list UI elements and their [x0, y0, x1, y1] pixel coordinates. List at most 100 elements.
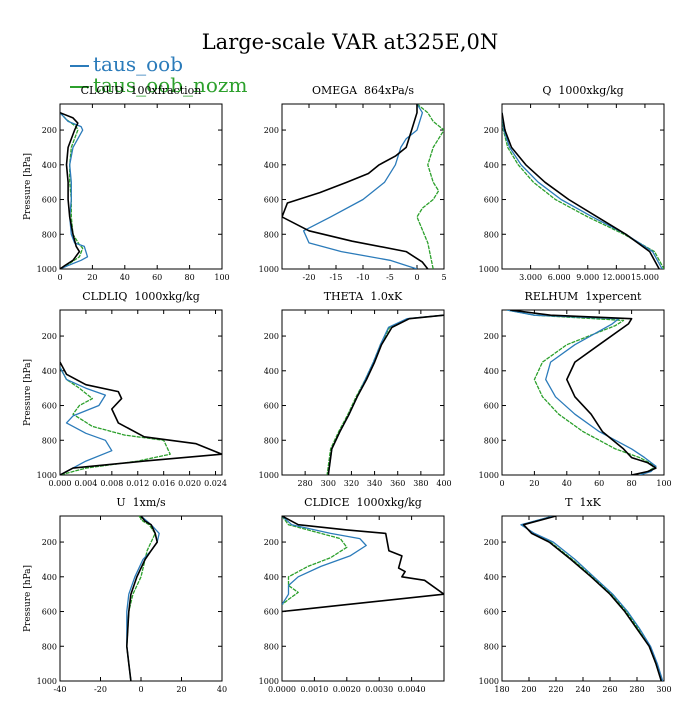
y-tick-label: 600 [484, 196, 499, 205]
panel-5: THETA 1.0xK 200 400 600 800 1000 280 300 320 340 3… [222, 290, 452, 499]
y-tick-label: 400 [42, 573, 57, 582]
figure-title: Large-scale VAR at325E,0N [201, 30, 499, 54]
y-tick-label: 800 [484, 642, 499, 651]
panel-plot: 200 400 600 800 1000-40 -20 0 20 40 Pressure [hPa… [23, 515, 227, 694]
y-tick-label: 1000 [259, 265, 279, 274]
x-tick-label: 80 [627, 479, 637, 488]
y-tick-label: 600 [264, 608, 279, 617]
y-tick-label: 400 [264, 367, 279, 376]
x-tick-label: 0.0040 [398, 685, 426, 694]
x-tick-label: 3.000 [519, 273, 542, 282]
x-tick-label: 6.000 [548, 273, 571, 282]
y-tick-label: 600 [42, 196, 57, 205]
series-line-taus-oob [502, 112, 663, 269]
x-tick-label: 0.000 [49, 479, 72, 488]
y-axis-label: Pressure [hPa] [23, 153, 33, 220]
x-tick-label: 0.012 [126, 479, 149, 488]
y-tick-label: 200 [484, 126, 499, 135]
series-line-black [60, 111, 81, 269]
legend-line-taus-oob [70, 64, 89, 67]
x-tick-label: 0.004 [74, 479, 97, 488]
y-tick-label: 400 [484, 573, 499, 582]
y-tick-label: 400 [264, 573, 279, 582]
plot-frame [59, 515, 223, 682]
x-tick-label: 0.020 [178, 479, 201, 488]
panel-title: Q 1000xkg/kg [542, 84, 624, 97]
x-tick-label: 20 [176, 685, 186, 694]
series-line-black [509, 310, 657, 475]
x-tick-label: -40 [54, 685, 67, 694]
series-line-black [502, 112, 660, 269]
x-tick-label: 15.000 [631, 273, 659, 282]
x-tick-label: 20 [529, 479, 539, 488]
x-tick-label: 0.024 [204, 479, 227, 488]
panel-2: OMEGA 864xPa/s 200 400 600 800 1000 -20 -15 -10 -… [222, 84, 447, 293]
plot-frame [59, 103, 223, 270]
legend-label-taus-oob-nozm: taus_oob_nozm [93, 73, 248, 97]
series-line-taus-oob [506, 310, 657, 475]
y-tick-label: 800 [42, 642, 57, 651]
x-tick-label: 180 [494, 685, 509, 694]
x-tick-label: 400 [436, 479, 451, 488]
x-tick-label: 80 [185, 273, 195, 282]
y-tick-label: 400 [484, 161, 499, 170]
y-tick-label: 800 [484, 230, 499, 239]
y-tick-label: 800 [264, 642, 279, 651]
series-line-taus-oob [60, 366, 113, 475]
panel-9: T 1xK 200 400 600 800 1000 180 200 220 240 260 280 3… [442, 496, 672, 705]
x-tick-label: 9.000 [576, 273, 599, 282]
x-tick-label: 0.016 [152, 479, 175, 488]
y-tick-label: 1000 [479, 265, 499, 274]
panel-title: CLOUD 100xfraction [80, 84, 202, 97]
x-tick-label: -20 [94, 685, 107, 694]
x-tick-label: -5 [386, 273, 394, 282]
series-line-black [126, 516, 158, 681]
x-tick-label: 40 [217, 685, 227, 694]
series-line-taus-oob [282, 516, 367, 605]
x-tick-label: 0.0010 [300, 685, 328, 694]
x-tick-label: 360 [390, 479, 405, 488]
x-tick-label: 280 [298, 479, 313, 488]
x-tick-label: -10 [357, 273, 370, 282]
series-line-taus-oob-nozm [506, 310, 657, 475]
y-tick-label: 1000 [479, 677, 499, 686]
series-line-black [282, 516, 444, 613]
panel-plot: 200 400 600 800 1000 280 300 320 340 360 380 400 [259, 309, 452, 488]
panel-3: Q 1000xkg/kg 200 400 600 800 1000 3.000 6.000 9.… [442, 84, 665, 293]
x-tick-label: 0.0020 [333, 685, 361, 694]
y-tick-label: 200 [264, 538, 279, 547]
legend-entry-taus-oob-nozm: taus_oob_nozm [70, 73, 247, 97]
x-tick-label: 0.008 [100, 479, 123, 488]
panel-plot: 200 400 600 800 1000 -20 -15 -10 -5 0 5 [259, 103, 447, 282]
plot-frame [501, 103, 665, 270]
y-tick-label: 1000 [37, 677, 57, 686]
y-tick-label: 400 [42, 161, 57, 170]
series-line-taus-oob [60, 112, 89, 269]
x-tick-label: 260 [602, 685, 617, 694]
y-tick-label: 600 [42, 608, 57, 617]
panel-8: CLDICE 1000xkg/kg 200 400 600 800 1000 0.0000 0… [222, 496, 445, 705]
plot-frame [281, 309, 445, 476]
x-tick-label: 0 [414, 273, 419, 282]
x-tick-label: 5 [441, 273, 446, 282]
x-tick-label: 320 [344, 479, 359, 488]
legend-label-taus-oob: taus_oob [93, 52, 183, 76]
x-tick-label: 40 [120, 273, 130, 282]
panel-title: THETA 1.0xK [323, 290, 403, 303]
panel-title: U 1xm/s [116, 496, 166, 509]
legend-entry-taus-oob: taus_oob [70, 52, 183, 76]
panel-1: CLOUD 100xfraction 200 400 600 800 1000 0 20 40 6… [0, 84, 230, 293]
y-tick-label: 600 [484, 608, 499, 617]
x-tick-label: 20 [87, 273, 97, 282]
series-line-taus-oob [520, 516, 664, 681]
y-tick-label: 600 [264, 402, 279, 411]
y-tick-label: 600 [264, 196, 279, 205]
series-line-taus-oob-nozm [502, 112, 664, 269]
y-tick-label: 1000 [479, 471, 499, 480]
y-tick-label: 400 [42, 367, 57, 376]
y-tick-label: 800 [264, 230, 279, 239]
panel-title: CLDICE 1000xkg/kg [304, 496, 422, 509]
